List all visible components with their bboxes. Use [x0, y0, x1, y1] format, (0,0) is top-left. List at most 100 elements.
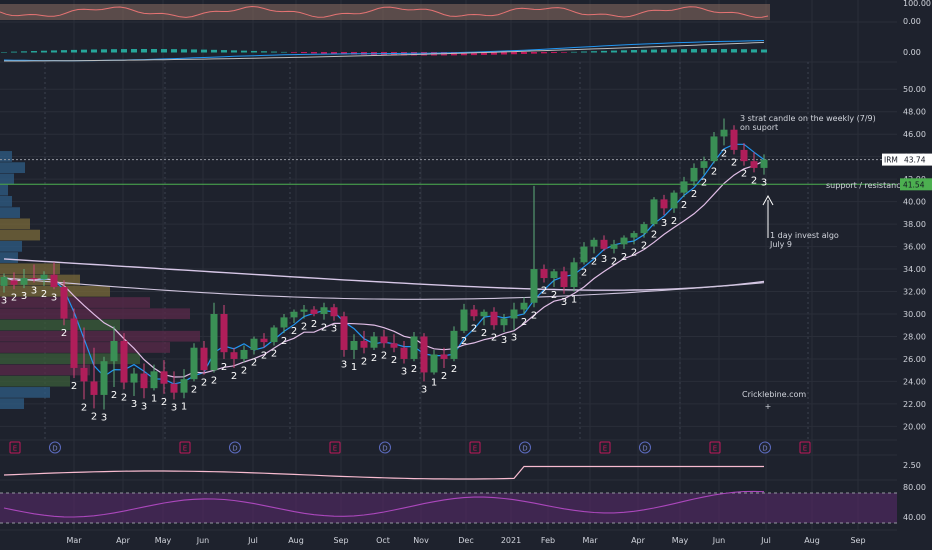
candle-body	[340, 316, 348, 350]
candle-body	[100, 361, 108, 395]
strat-label: 2	[81, 402, 87, 413]
crosshair-icon: +	[765, 402, 772, 411]
macd-histogram-bar	[481, 52, 487, 55]
macd-histogram-bar	[211, 49, 217, 53]
x-tick-label: Jun	[196, 536, 210, 545]
volume-profile-row	[0, 274, 80, 286]
volume-profile-row	[0, 229, 40, 241]
candle-body	[190, 347, 198, 380]
ma-slow-2-line	[3, 277, 765, 300]
candle-body	[480, 311, 488, 317]
macd-histogram-bar	[41, 50, 47, 53]
macd-histogram-bar	[21, 51, 27, 53]
macd-histogram-bar	[261, 51, 267, 53]
macd-histogram-bar	[11, 51, 17, 53]
macd-signal-line	[4, 41, 765, 62]
dividend-badge-icon	[519, 441, 531, 454]
volume-profile-row	[0, 184, 8, 196]
earnings-badge-label: E	[803, 445, 807, 453]
strat-label: 2	[111, 390, 117, 401]
candle-body	[210, 314, 218, 371]
macd-histogram-bar	[461, 52, 467, 56]
earnings-badge-label: E	[13, 445, 17, 453]
strat-label: 3	[331, 324, 337, 335]
macd-histogram-bar	[301, 52, 307, 54]
macd-histogram-bar	[701, 49, 707, 53]
candle-body	[120, 340, 128, 383]
candle-body	[710, 136, 718, 162]
candle-body	[760, 159, 768, 168]
macd-histogram-bar	[331, 52, 337, 55]
volume-profile-row	[0, 207, 20, 218]
candle-body	[470, 309, 478, 317]
macd-histogram-bar	[181, 49, 187, 53]
candle-body	[500, 318, 508, 326]
x-tick-label: Sep	[333, 536, 348, 545]
candle-body	[380, 336, 388, 344]
volume-profile-row	[0, 330, 200, 342]
volume-profile-row	[0, 240, 22, 252]
strat-label: 2	[251, 357, 257, 368]
strat-label: 2	[371, 353, 377, 364]
macd-histogram-bar	[1, 52, 7, 53]
candle-body	[330, 307, 338, 317]
strat-label: 2	[261, 351, 267, 362]
volume-profile-row	[0, 308, 190, 320]
candle-body	[320, 307, 328, 314]
strat-label: 2	[291, 326, 297, 337]
annotation-top-line1: 3 strat candle on the weekly (7/9)	[740, 114, 876, 123]
strat-label: 2	[161, 397, 167, 408]
macd-histogram-bar	[51, 50, 57, 53]
macd-histogram-bar	[761, 49, 767, 53]
volume-profile-row	[0, 263, 60, 275]
y-tick-label: 36.00	[903, 243, 926, 252]
strat-label: 2	[491, 333, 497, 344]
volume-profile-row	[0, 173, 14, 185]
macd-histogram-bar	[621, 50, 627, 53]
macd-histogram-bar	[581, 51, 587, 53]
strat-label: 1	[571, 295, 577, 306]
candle-body	[180, 379, 188, 393]
macd-histogram-bar	[711, 49, 717, 53]
candle-body	[410, 336, 418, 359]
candle-body	[310, 309, 318, 314]
strat-label: 3	[141, 401, 147, 412]
strat-label: 2	[481, 328, 487, 339]
macd-histogram-bar	[121, 49, 127, 53]
y-tick-label: 32.00	[903, 288, 926, 297]
x-tick-label: Mar	[582, 536, 598, 545]
support-label-value: 41.54	[903, 180, 925, 189]
strat-label: 2	[461, 336, 467, 347]
strat-label: 2	[631, 247, 637, 258]
candle-body	[160, 371, 168, 384]
macd-histogram-bar	[691, 49, 697, 53]
macd-histogram-bar	[531, 52, 537, 54]
macd-histogram-bar	[141, 49, 147, 53]
dividend-badge-label: D	[522, 445, 527, 453]
candle-body	[670, 192, 678, 209]
strat-label: 2	[611, 256, 617, 267]
strat-label: 2	[61, 328, 67, 339]
candle-body	[10, 280, 18, 285]
macd-histogram-bar	[471, 52, 477, 56]
strat-label: 2	[441, 371, 447, 382]
candle-body	[300, 309, 308, 312]
dividend-badge-icon	[229, 441, 241, 454]
y-tick-label: 46.00	[903, 130, 926, 139]
strat-label: 3	[561, 297, 567, 308]
strat-label: 3	[51, 292, 57, 303]
dividend-badge-label: D	[762, 445, 767, 453]
volume-profile-row	[0, 387, 50, 398]
candle-body	[550, 271, 558, 279]
macd-histogram-bar	[131, 49, 137, 53]
y-tick-label: 40.00	[903, 198, 926, 207]
volume-profile-row	[0, 285, 110, 297]
candle-body	[610, 244, 618, 249]
candle-body	[510, 309, 518, 319]
watermark: Cricklebine.com	[742, 390, 806, 399]
macd-histogram-bar	[551, 52, 557, 54]
macd-histogram-bar	[81, 49, 87, 53]
candle-body	[240, 349, 248, 359]
